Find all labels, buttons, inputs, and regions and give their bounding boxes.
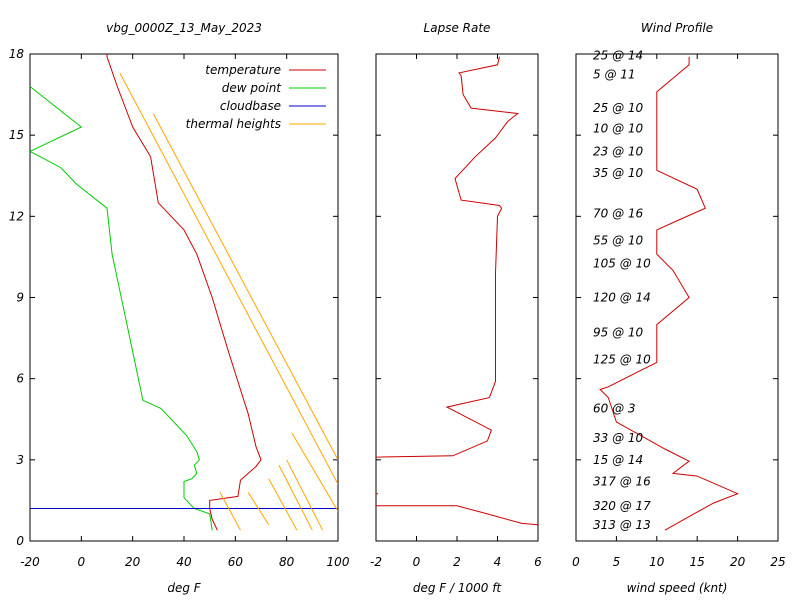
y-tick-label: 0 (16, 534, 24, 548)
thermal-height-line (286, 459, 324, 531)
chart-panel-2: Wind Profile wind speed (knt) 0 5 10 15 20 25 25… (572, 21, 785, 595)
wind-annotation: 313 @ 13 (593, 518, 651, 532)
chart-title: Lapse Rate (424, 21, 491, 35)
wind-annotation: 60 @ 3 (593, 401, 636, 415)
x-tick-label: 100 (327, 555, 350, 569)
wind-annotation: 120 @ 14 (593, 291, 651, 305)
legend-label: thermal heights (186, 117, 281, 131)
wind-annotation: 320 @ 17 (593, 499, 651, 513)
wind-annotation: 15 @ 14 (593, 453, 643, 467)
y-tick-label: 6 (16, 372, 24, 386)
x-tick-label: 6 (534, 555, 542, 569)
legend-label: dew point (222, 81, 283, 95)
x-tick-label: -2 (370, 555, 382, 569)
plot-frame (29, 53, 339, 542)
x-tick-label: 2 (453, 555, 461, 569)
y-tick-label: 15 (9, 128, 24, 142)
x-tick-label: 0 (572, 555, 580, 569)
x-tick-label: -20 (20, 555, 40, 569)
chart-title: vbg_0000Z_13_May_2023 (106, 21, 262, 35)
wind-annotation: 317 @ 16 (593, 474, 651, 488)
legend: temperature dew point cloudbase thermal hei… (186, 63, 326, 131)
wind-annotation: 55 @ 10 (593, 234, 644, 248)
legend-label: temperature (205, 63, 281, 77)
wind-annotation: 70 @ 16 (593, 207, 644, 221)
thermal-height-line (278, 465, 313, 531)
thermal-height-line (119, 72, 338, 485)
x-tick-label: 0 (413, 555, 421, 569)
wind-annotation: 125 @ 10 (593, 353, 651, 367)
x-tick-label: 10 (649, 555, 665, 569)
thermal-height-line (247, 492, 270, 526)
thermal-height-line (291, 432, 338, 512)
wind-annotation: 25 @ 10 (593, 101, 644, 115)
x-tick-label: 25 (770, 555, 785, 569)
wind-annotation: 33 @ 10 (593, 431, 644, 445)
chart-panel-1: Lapse Rate deg F / 1000 ft -2 0 2 4 6 (370, 21, 542, 595)
series-dew-point (30, 86, 213, 531)
x-tick-label: 20 (730, 555, 746, 569)
x-tick-label: 5 (613, 555, 621, 569)
y-tick-label: 9 (16, 291, 24, 305)
y-tick-label: 18 (9, 47, 25, 61)
wind-annotation: 35 @ 10 (593, 166, 644, 180)
x-tick-label: 0 (78, 555, 86, 569)
plot-frame (375, 53, 539, 542)
wind-annotation: 25 @ 14 (593, 48, 643, 62)
wind-annotation: 10 @ 10 (593, 121, 644, 135)
x-tick-label: 20 (125, 555, 141, 569)
thermal-height-line (219, 492, 241, 531)
wind-annotation: 23 @ 10 (593, 144, 644, 158)
x-tick-label: 40 (176, 555, 192, 569)
thermal-height-line (268, 478, 298, 531)
x-axis-label: deg F / 1000 ft (413, 581, 503, 595)
x-axis-label: wind speed (knt) (627, 581, 728, 595)
legend-label: cloudbase (220, 99, 281, 113)
x-tick-label: 4 (494, 555, 502, 569)
wind-annotation: 5 @ 11 (593, 67, 636, 81)
x-tick-label: 60 (228, 555, 244, 569)
series-line-1-0 (376, 56, 538, 526)
chart-title: Wind Profile (641, 21, 713, 35)
wind-annotation: 95 @ 10 (593, 326, 644, 340)
thermal-height-line (152, 113, 338, 461)
y-tick-label: 12 (9, 209, 24, 223)
x-tick-label: 15 (690, 555, 705, 569)
x-tick-label: 80 (279, 555, 295, 569)
x-axis-label: deg F (167, 581, 201, 595)
y-tick-label: 3 (16, 453, 24, 467)
series-line-2-0 (599, 56, 739, 531)
series-temperature (106, 54, 262, 531)
wind-annotation: 105 @ 10 (593, 257, 651, 271)
